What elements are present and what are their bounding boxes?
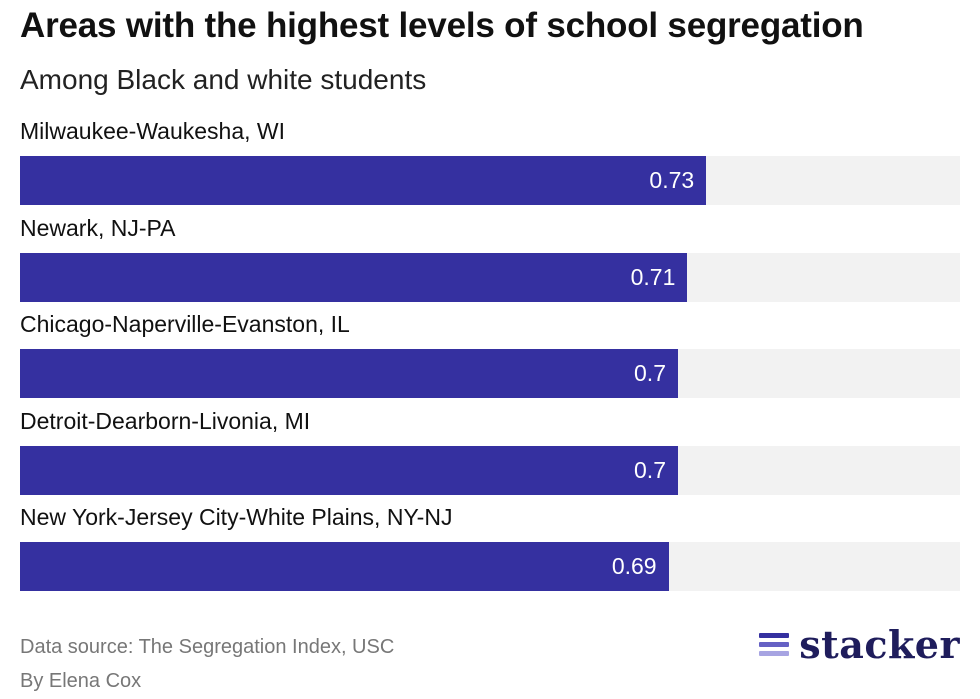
stacker-logo-text: stacker [799, 622, 960, 667]
bar-track: 0.7 [20, 349, 960, 398]
bar-value-label: 0.73 [649, 167, 695, 193]
bar-label: Detroit-Dearborn-Livonia, MI [20, 407, 311, 434]
bar [20, 542, 669, 591]
bar [20, 156, 707, 205]
bar [20, 445, 678, 495]
bar [20, 349, 678, 398]
bar [20, 252, 688, 302]
bar-track: 0.69 [20, 542, 960, 591]
bar-value-label: 0.69 [611, 553, 657, 579]
chart-subtitle: Among Black and white students [20, 64, 427, 95]
bar-track: 0.7 [20, 445, 960, 495]
data-source: Data source: The Segregation Index, USC [20, 636, 395, 658]
bar-value-label: 0.7 [634, 456, 666, 483]
bar-value-label: 0.7 [634, 360, 666, 386]
bar-label: Chicago-Naperville-Evanston, IL [20, 311, 350, 337]
bar-track: 0.73 [20, 156, 960, 205]
bar-label: Newark, NJ-PA [20, 214, 176, 241]
bar-value-label: 0.71 [630, 263, 676, 290]
author-credit: By Elena Cox [20, 670, 142, 692]
bar-track: 0.71 [20, 252, 960, 302]
stacker-logo-icon [759, 633, 790, 656]
bar-label: Milwaukee-Waukesha, WI [20, 118, 286, 144]
bar-label: New York-Jersey City-White Plains, NY-NJ [20, 504, 453, 530]
stacker-logo: stacker [759, 622, 960, 667]
chart-title: Areas with the highest levels of school … [20, 6, 864, 45]
